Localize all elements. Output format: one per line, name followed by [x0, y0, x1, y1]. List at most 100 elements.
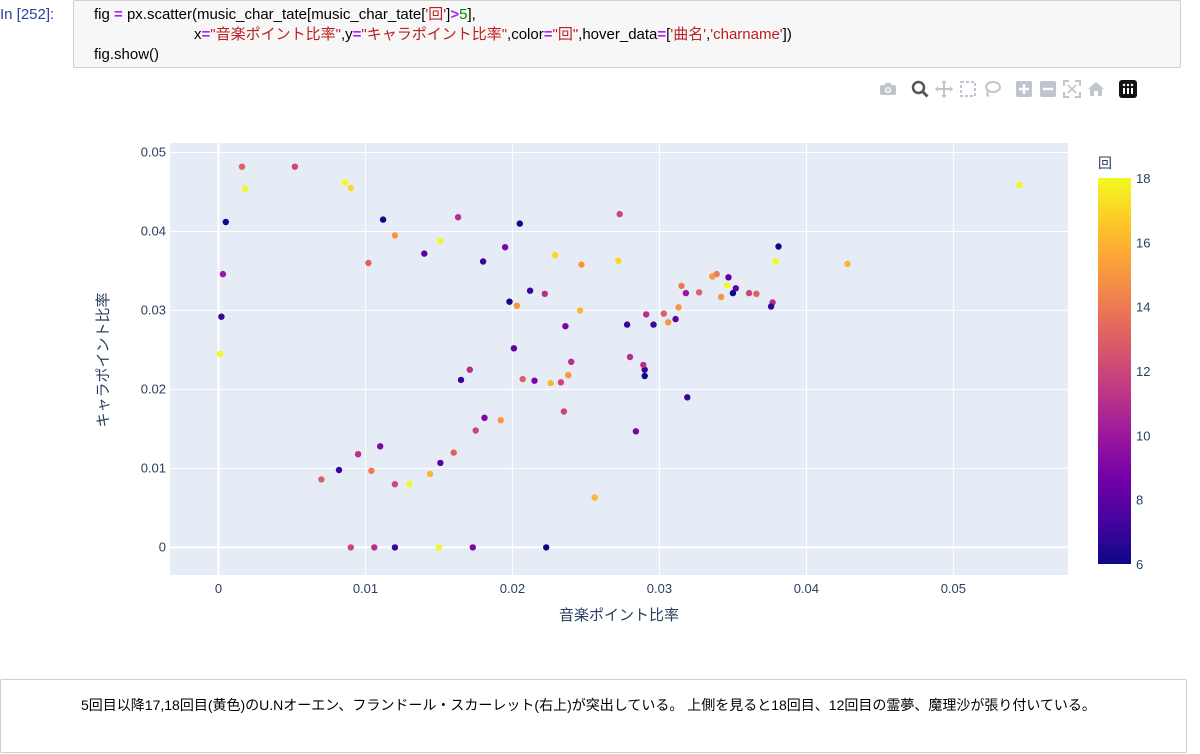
- scatter-point[interactable]: [457, 376, 465, 384]
- scatter-point[interactable]: [501, 244, 509, 251]
- scatter-point[interactable]: [421, 250, 428, 257]
- scatter-point[interactable]: [543, 544, 550, 551]
- scatter-point[interactable]: [238, 163, 246, 170]
- scatter-point[interactable]: [450, 449, 457, 456]
- lasso-icon[interactable]: [980, 79, 1004, 99]
- box-select-icon[interactable]: [956, 79, 980, 99]
- scatter-point[interactable]: [526, 287, 534, 294]
- scatter-point[interactable]: [615, 257, 622, 264]
- scatter-point[interactable]: [650, 321, 657, 328]
- scatter-point[interactable]: [723, 282, 731, 289]
- scatter-point[interactable]: [466, 366, 473, 373]
- scatter-point[interactable]: [391, 232, 399, 239]
- scatter-point[interactable]: [772, 258, 779, 265]
- scatter-point[interactable]: [568, 358, 575, 365]
- scatter-point[interactable]: [368, 467, 375, 474]
- scatter-point[interactable]: [365, 259, 372, 267]
- zoom-in-icon[interactable]: [1012, 79, 1036, 99]
- scatter-point[interactable]: [682, 289, 690, 297]
- scatter-point[interactable]: [844, 260, 851, 267]
- scatter-point[interactable]: [216, 350, 224, 358]
- scatter-point[interactable]: [437, 237, 444, 245]
- scatter-point[interactable]: [665, 319, 672, 326]
- scatter-point[interactable]: [551, 251, 559, 259]
- scatter-point[interactable]: [222, 218, 229, 226]
- scatter-point[interactable]: [469, 544, 476, 551]
- scatter-point[interactable]: [541, 290, 548, 297]
- scatter-point[interactable]: [623, 321, 631, 328]
- scatter-point[interactable]: [732, 285, 739, 292]
- scatter-point[interactable]: [377, 443, 384, 450]
- scatter-point[interactable]: [616, 210, 623, 218]
- code-text[interactable]: fig = px.scatter(music_char_tate[music_c…: [94, 6, 792, 63]
- scatter-point[interactable]: [341, 179, 349, 186]
- scatter-point[interactable]: [531, 377, 538, 384]
- scatter-point[interactable]: [660, 310, 667, 317]
- scatter-point[interactable]: [678, 282, 685, 290]
- scatter-point[interactable]: [717, 293, 725, 301]
- scatter-point[interactable]: [632, 428, 640, 435]
- scatter-point[interactable]: [641, 366, 648, 373]
- scatter-point[interactable]: [560, 408, 568, 415]
- scatter-point[interactable]: [519, 375, 526, 383]
- scatter-point[interactable]: [729, 289, 737, 297]
- scatter-point[interactable]: [347, 544, 354, 551]
- scatter-point[interactable]: [435, 544, 443, 551]
- pan-icon[interactable]: [932, 79, 956, 99]
- autoscale-icon[interactable]: [1060, 79, 1084, 99]
- scatter-point[interactable]: [675, 304, 682, 311]
- scatter-point[interactable]: [391, 481, 399, 488]
- scatter-point[interactable]: [557, 379, 565, 386]
- scatter-point[interactable]: [576, 307, 584, 314]
- scatter-point[interactable]: [426, 470, 434, 478]
- scatter-point[interactable]: [695, 289, 703, 296]
- scatter-point[interactable]: [578, 261, 585, 268]
- scatter-point[interactable]: [745, 289, 753, 297]
- scatter-point[interactable]: [437, 459, 444, 467]
- scatter-point[interactable]: [241, 185, 249, 192]
- scatter-point[interactable]: [406, 481, 413, 488]
- scatter-point[interactable]: [379, 216, 387, 223]
- markdown-cell[interactable]: 5回目以降17,18回目(黄色)のU.Nオーエン、フランドール・スカーレット(右…: [0, 679, 1187, 753]
- zoom-icon[interactable]: [908, 79, 932, 99]
- scatter-point[interactable]: [497, 417, 504, 424]
- scatter-point[interactable]: [626, 353, 634, 361]
- scatter-point[interactable]: [506, 298, 513, 305]
- scatter-point[interactable]: [472, 427, 479, 434]
- zoom-out-icon[interactable]: [1036, 79, 1060, 99]
- scatter-point[interactable]: [318, 476, 325, 483]
- scatter-point[interactable]: [219, 270, 227, 278]
- scatter-point[interactable]: [562, 323, 569, 330]
- scatter-plot[interactable]: 0 0.01 0.02 0.03 0.04 0.05 00.010.020.030.040…: [0, 0, 1200, 660]
- scatter-point[interactable]: [516, 220, 523, 227]
- scatter-point[interactable]: [481, 414, 488, 421]
- scatter-point[interactable]: [767, 303, 775, 310]
- scatter-point[interactable]: [371, 544, 378, 551]
- scatter-point[interactable]: [640, 361, 647, 369]
- scatter-point[interactable]: [354, 451, 362, 458]
- scatter-point[interactable]: [513, 302, 521, 309]
- scatter-point[interactable]: [335, 466, 343, 474]
- scatter-point[interactable]: [643, 311, 650, 318]
- scatter-point[interactable]: [641, 372, 648, 380]
- scatter-point[interactable]: [454, 214, 462, 221]
- scatter-point[interactable]: [591, 494, 598, 501]
- scatter-point[interactable]: [775, 243, 782, 250]
- scatter-point[interactable]: [753, 290, 760, 297]
- reset-axes-icon[interactable]: [1084, 79, 1108, 99]
- scatter-point[interactable]: [1016, 181, 1023, 189]
- scatter-point[interactable]: [725, 274, 732, 281]
- scatter-point[interactable]: [347, 184, 354, 192]
- scatter-point[interactable]: [391, 544, 399, 551]
- scatter-point[interactable]: [479, 258, 487, 265]
- plotly-logo-icon[interactable]: [1116, 79, 1140, 99]
- scatter-point[interactable]: [709, 273, 716, 280]
- scatter-point[interactable]: [684, 394, 691, 401]
- scatter-point[interactable]: [672, 315, 679, 323]
- scatter-point[interactable]: [218, 313, 225, 320]
- scatter-point[interactable]: [291, 163, 299, 170]
- scatter-point[interactable]: [565, 372, 572, 379]
- scatter-point[interactable]: [547, 379, 554, 387]
- camera-icon[interactable]: [876, 79, 900, 99]
- code-cell-editor[interactable]: fig = px.scatter(music_char_tate[music_c…: [73, 0, 1181, 68]
